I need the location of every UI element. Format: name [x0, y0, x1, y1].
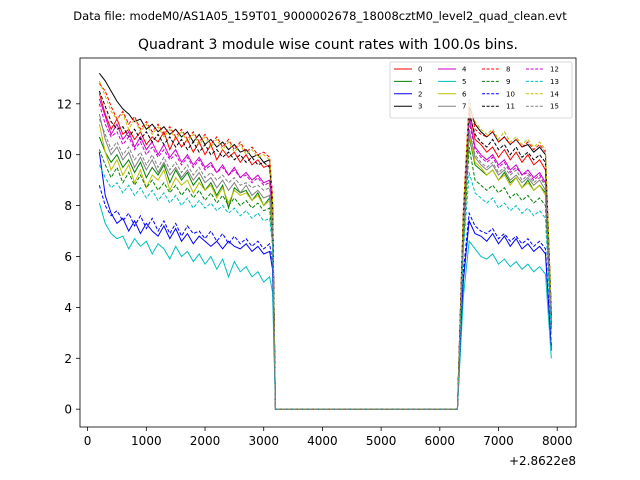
series-line-7 [98, 113, 552, 410]
y-tick-label: 2 [64, 352, 72, 366]
figure-suptitle: Data file: modeM0/AS1A05_159T01_90000026… [73, 9, 567, 23]
series-line-6 [98, 124, 552, 410]
legend-label-10: 10 [506, 90, 515, 98]
y-tick-label: 6 [64, 250, 72, 264]
legend-label-8: 8 [506, 66, 510, 74]
x-offset-label: +2.8622e8 [509, 454, 576, 468]
legend-label-7: 7 [462, 103, 466, 111]
series-line-14 [98, 80, 552, 410]
x-tick-label: 6000 [425, 434, 456, 448]
legend-label-2: 2 [418, 90, 422, 98]
y-tick-label: 8 [64, 199, 72, 213]
plot-area [80, 58, 576, 427]
legend-label-1: 1 [418, 78, 422, 86]
chart-title: Quadrant 3 module wise count rates with … [138, 37, 518, 53]
legend-box [389, 61, 573, 119]
legend-label-15: 15 [550, 103, 559, 111]
legend-label-0: 0 [418, 66, 422, 74]
legend-label-6: 6 [462, 90, 467, 98]
legend-label-3: 3 [418, 103, 422, 111]
y-tick-label: 10 [57, 148, 72, 162]
y-axis: 0 2 4 6 8 10 12 [57, 97, 80, 417]
series-line-1 [98, 136, 552, 410]
x-tick-label: 3000 [248, 434, 279, 448]
series-line-2 [98, 152, 552, 410]
x-tick-label: 0 [84, 434, 92, 448]
x-tick-label: 4000 [307, 434, 338, 448]
y-tick-label: 12 [57, 97, 72, 111]
series-line-9 [98, 146, 552, 410]
series-line-5 [98, 202, 552, 410]
legend-label-14: 14 [550, 90, 559, 98]
x-tick-label: 1000 [131, 434, 162, 448]
x-tick-label: 5000 [366, 434, 397, 448]
x-axis: 0 1000 2000 3000 4000 5000 6000 7000 8000 [84, 427, 573, 448]
y-tick-label: 0 [64, 403, 72, 417]
series-line-10 [98, 185, 552, 410]
x-tick-label: 2000 [190, 434, 221, 448]
legend-label-11: 11 [506, 103, 515, 111]
legend-label-5: 5 [462, 78, 466, 86]
series-line-11 [98, 90, 552, 410]
x-tick-label: 8000 [542, 434, 573, 448]
legend-label-13: 13 [550, 78, 559, 86]
legend-label-12: 12 [550, 66, 559, 74]
series-line-4 [98, 98, 552, 410]
y-tick-label: 4 [64, 301, 72, 315]
legend-label-4: 4 [462, 66, 467, 74]
series-lines [98, 72, 552, 410]
series-line-3 [98, 72, 552, 410]
plot-frame [79, 57, 577, 428]
x-tick-label: 7000 [483, 434, 514, 448]
legend-label-9: 9 [506, 78, 510, 86]
